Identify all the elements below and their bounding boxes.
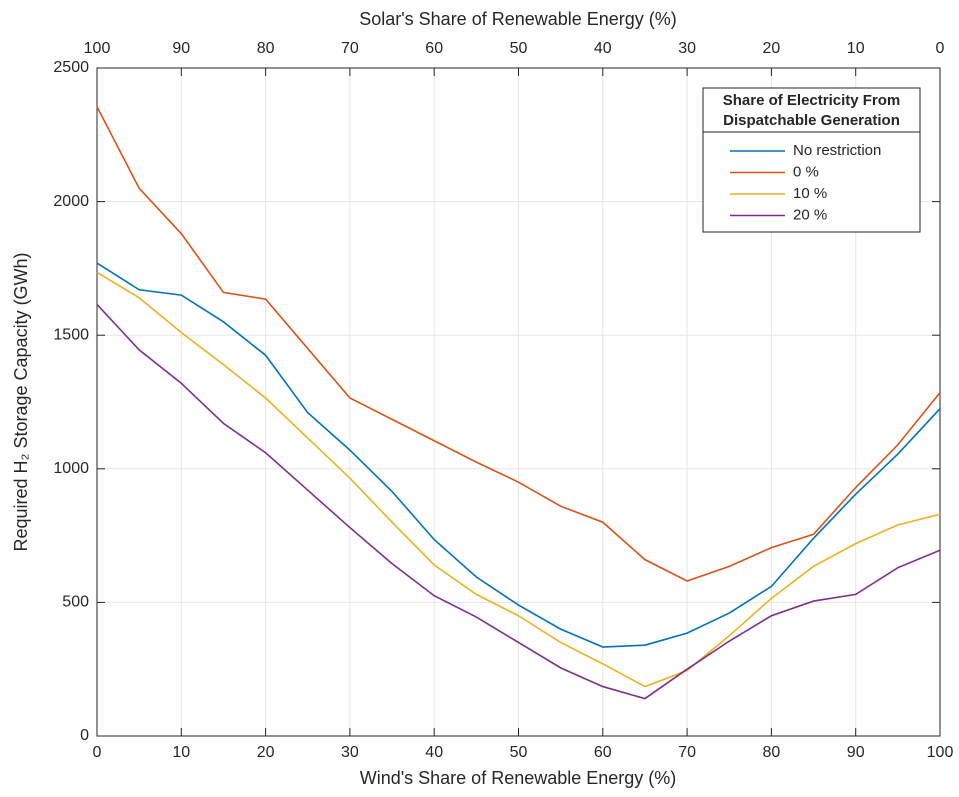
y-tick-label: 2500: [53, 59, 89, 76]
x2-tick-label: 20: [763, 40, 781, 57]
y-tick-label: 2000: [53, 193, 89, 210]
x2-tick-label: 70: [341, 40, 359, 57]
legend-label: 0 %: [793, 163, 819, 180]
x-tick-label: 90: [847, 744, 865, 761]
legend-title: Share of Electricity From: [723, 92, 901, 109]
legend-box: [702, 87, 921, 233]
x2-tick-label: 10: [847, 40, 865, 57]
legend-title: Dispatchable Generation: [723, 112, 900, 129]
x-tick-label: 50: [510, 744, 528, 761]
y-tick-label: 0: [80, 727, 89, 744]
x-tick-label: 20: [257, 744, 275, 761]
x-tick-label: 30: [341, 744, 359, 761]
x2-tick-label: 40: [594, 40, 612, 57]
x-tick-label: 100: [927, 744, 954, 761]
plot-frame: [96, 67, 941, 737]
legend-label: No restriction: [793, 142, 881, 159]
top-axis-title: Solar's Share of Renewable Energy (%): [359, 9, 677, 29]
x2-tick-label: 0: [936, 40, 945, 57]
x-tick-label: 80: [763, 744, 781, 761]
x-tick-label: 60: [594, 744, 612, 761]
series-line: [96, 271, 941, 688]
x2-tick-label: 100: [84, 40, 111, 57]
x-tick-label: 40: [425, 744, 443, 761]
x2-tick-label: 50: [510, 40, 528, 57]
x-tick-label: 0: [93, 744, 102, 761]
y-tick-label: 500: [62, 594, 89, 611]
series-line: [96, 303, 941, 700]
legend-label: 20 %: [793, 206, 827, 223]
series-line: [96, 106, 941, 582]
series-line: [96, 262, 941, 648]
legend-label: 10 %: [793, 185, 827, 202]
x2-tick-label: 90: [172, 40, 190, 57]
y-tick-label: 1000: [53, 460, 89, 477]
y-axis-title: Required H₂ Storage Capacity (GWh): [11, 252, 31, 551]
y-tick-label: 1500: [53, 326, 89, 343]
legend: Share of Electricity From Dispatchable Ge…: [702, 87, 921, 233]
x2-tick-label: 60: [425, 40, 443, 57]
x2-tick-label: 80: [257, 40, 275, 57]
x-axis-title: Wind's Share of Renewable Energy (%): [360, 768, 677, 788]
x-tick-label: 70: [678, 744, 696, 761]
x2-tick-label: 30: [678, 40, 696, 57]
x-tick-label: 10: [172, 744, 190, 761]
